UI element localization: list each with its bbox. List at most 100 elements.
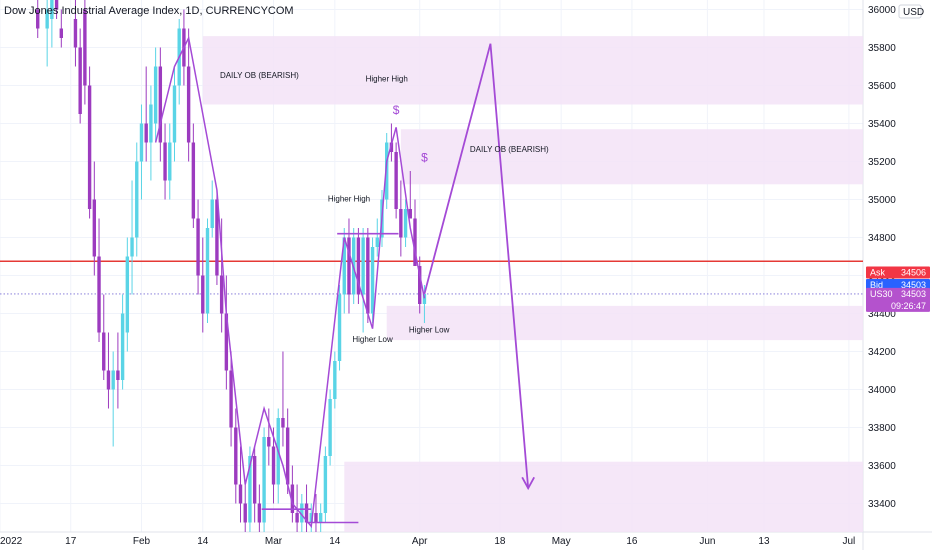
price-tags: Ask 34506Bid 34503US30 3450309:26:47 [866,267,930,312]
candle-body [333,361,336,399]
candle-body [286,428,289,485]
price-tick-label: 33600 [868,461,896,472]
candle-body [173,86,176,143]
time-tick-label: Apr [412,536,428,547]
time-tick-label: May [552,536,571,547]
candle-body [144,124,147,143]
candle-body [201,276,204,314]
candle-body [206,228,209,314]
annotation-label: Higher Low [409,326,450,335]
annotation-label: Higher High [328,194,370,203]
candle-body [394,152,397,209]
candle [394,143,397,219]
price-tick-label: 34200 [868,347,896,358]
chart-title: Dow Jones Industrial Average Index, 1D, … [4,5,294,17]
price-tag-value: 34506 [901,268,926,278]
candle-body [126,257,129,333]
price-tag-value: 34503 [901,289,926,299]
candle-body [107,371,110,390]
liquidity-marker: $ [393,103,400,117]
candle-body [111,371,114,390]
time-tick-label: 14 [197,536,209,547]
candle [324,447,327,523]
zone-daily-ob-top [203,36,863,104]
zone-lower-zone [344,462,863,532]
candle-body [258,504,261,523]
time-tick-label: Mar [265,536,283,547]
candle-body [234,428,237,485]
candle-body [244,504,247,523]
candle-body [121,314,124,381]
candle-body [102,333,105,371]
candle-body [154,67,157,124]
candle [328,390,331,466]
time-tick-label: Feb [133,536,151,547]
candle-body [97,257,100,333]
time-tick-label: Jun [699,536,715,547]
candle-body [140,124,143,162]
candle-body [324,456,327,513]
candle-body [404,209,407,238]
candle-body [376,238,379,248]
candle-body [314,513,317,523]
candle-body [78,48,81,115]
annotation-label: DAILY OB (BEARISH) [220,71,299,80]
candle-body [361,238,364,295]
candle-body [399,209,402,238]
candle-body [187,67,190,143]
candle-body [60,29,63,39]
candle-body [319,513,322,523]
candle-body [347,238,350,295]
candle-body [253,456,256,504]
candle-body [168,143,171,181]
time-tick-label: 17 [65,536,77,547]
time-tick-label: 18 [494,536,506,547]
candle-body [220,276,223,314]
candle-body [371,247,374,314]
candle-body [366,238,369,314]
price-tick-label: 35400 [868,119,896,130]
candle-body [130,238,133,257]
candle-body [338,295,341,362]
candle-body [83,10,86,86]
price-tick-label: 33800 [868,423,896,434]
candle-body [116,371,119,381]
candle-body [328,399,331,456]
time-tick-label: 16 [626,536,638,547]
price-tick-label: 35800 [868,43,896,54]
candle-body [272,447,275,485]
price-tag-label: US30 [870,289,893,299]
candle-body [135,162,138,238]
zone-daily-ob-mid [401,129,863,184]
annotation-label: Higher Low [352,335,393,344]
zone-support-zone [387,306,863,340]
time-tick-label: 2022 [0,536,23,547]
candle-body [196,219,199,276]
annotation-label: DAILY OB (BEARISH) [470,145,549,154]
price-tick-label: 35600 [868,81,896,92]
candle-body [239,485,242,504]
candle-body [267,437,270,447]
candle-body [163,143,166,181]
candle [338,285,341,371]
candle-body [211,200,214,229]
candle-body [88,86,91,210]
time-tick-label: Jul [842,536,855,547]
candle [88,67,91,219]
candle-body [149,105,152,143]
price-tick-label: 35000 [868,195,896,206]
currency-label: USD [903,7,924,18]
candle [206,219,209,324]
price-tick-label: 33400 [868,499,896,510]
price-tick-label: 36000 [868,5,896,16]
candle [357,228,360,304]
price-tag-countdown: 09:26:47 [891,301,926,311]
time-tick-label: 13 [758,536,770,547]
price-tag: Ask 34506 [866,267,930,279]
time-tick-label: 14 [329,536,341,547]
price-tick-label: 35200 [868,157,896,168]
annotation-label: Higher High [366,75,408,84]
candle-body [229,371,232,428]
